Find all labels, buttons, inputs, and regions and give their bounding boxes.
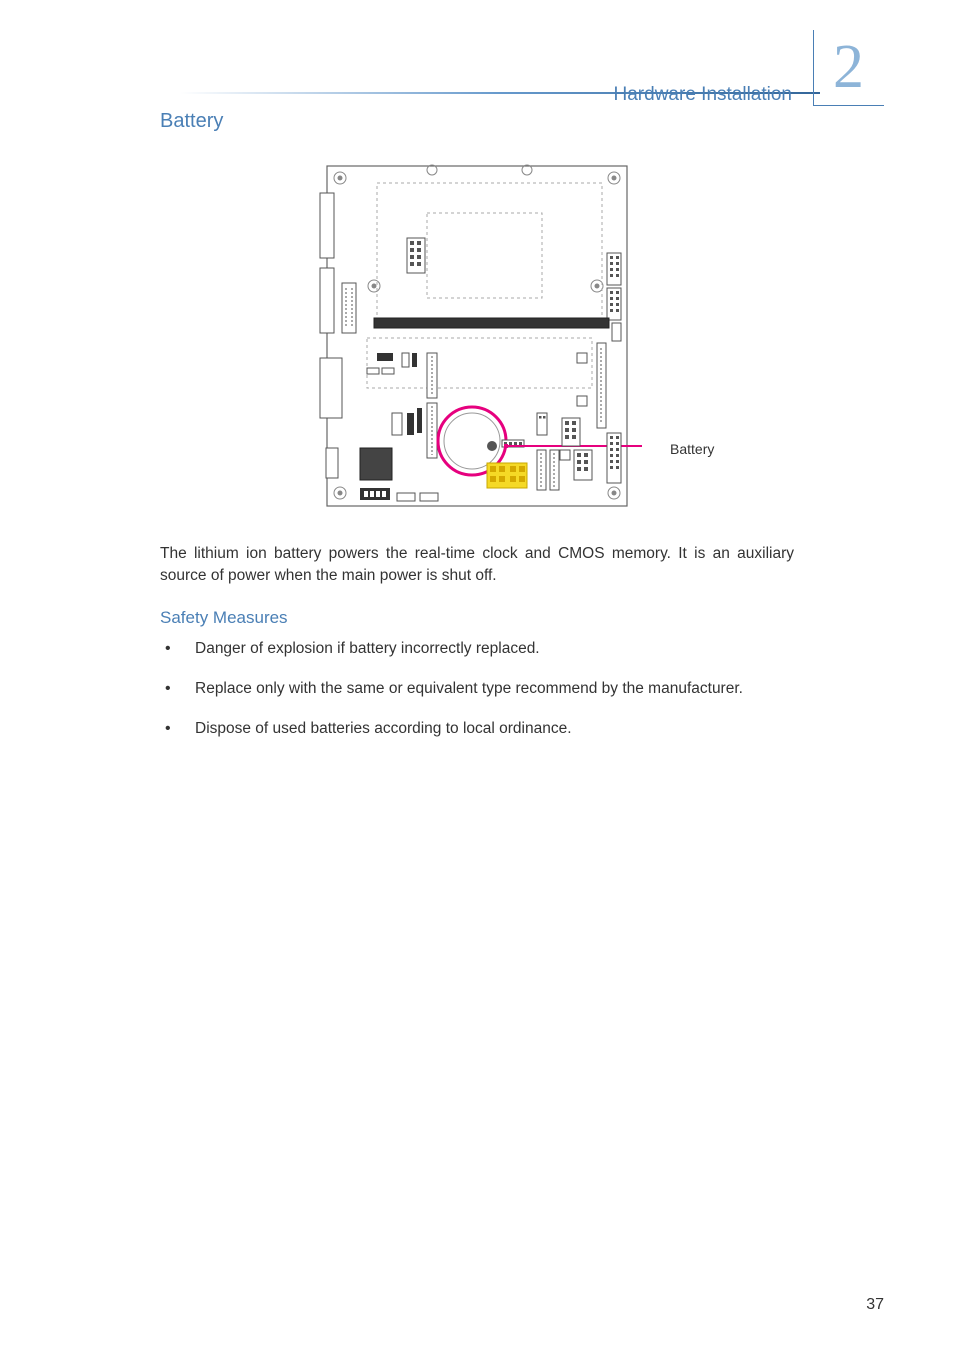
battery-callout-label: Battery <box>670 441 714 457</box>
body-paragraph: The lithium ion battery powers the real-… <box>160 543 794 586</box>
section-title: Battery <box>160 110 884 133</box>
page-container: Hardware Installation 2 Battery <box>0 0 954 1354</box>
list-item: Danger of explosion if battery incorrect… <box>160 638 794 660</box>
safety-measures-heading: Safety Measures <box>160 608 794 628</box>
chapter-number: 2 <box>833 32 864 103</box>
list-item: Replace only with the same or equivalent… <box>160 678 794 700</box>
board-svg <box>312 158 642 513</box>
motherboard-diagram: Battery <box>70 158 884 513</box>
page-number: 37 <box>866 1296 884 1314</box>
header-title: Hardware Installation <box>614 84 792 106</box>
list-item: Dispose of used batteries according to l… <box>160 718 794 740</box>
safety-bullet-list: Danger of explosion if battery incorrect… <box>160 638 794 739</box>
